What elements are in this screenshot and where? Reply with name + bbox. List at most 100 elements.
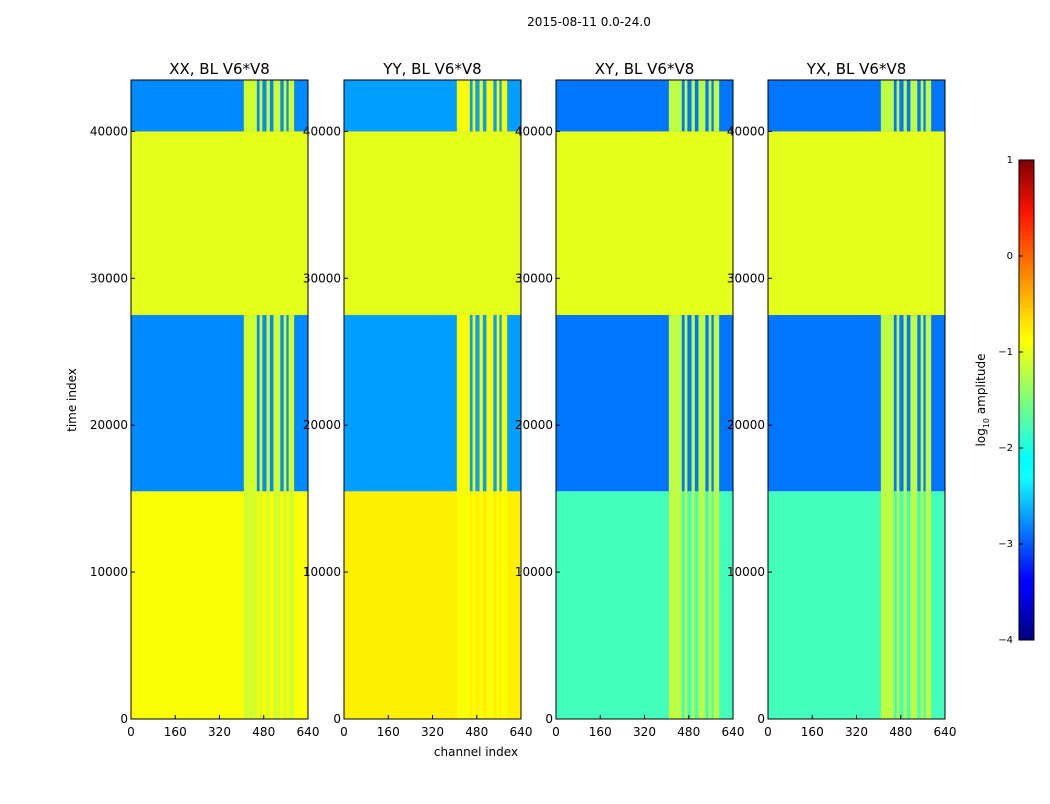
colorbar-tick-label: −3 [998,539,1013,550]
panel-2: YY, BL V6*V8 0 160 320 480 640 0 10000 20000 3000… [303,60,533,739]
heatmap-channel-band [266,80,270,132]
colorbar-tick-label: 0 [1007,251,1013,262]
heatmap-channel-band [691,80,695,132]
heatmap-channel-band [243,80,257,132]
heatmap-channel-band [288,80,295,132]
heatmap-channel-band [456,315,470,719]
y-tick-label: 10000 [303,565,341,579]
x-tick-label: 160 [801,725,824,739]
x-tick-label: 160 [589,725,612,739]
x-tick-label: 480 [465,725,488,739]
heatmap-channel-band [283,315,287,719]
heatmap-channel-band [713,80,720,132]
heatmap-channel-band [472,315,476,719]
heatmap-channel-band [472,80,476,132]
panel-title: YX, BL V6*V8 [806,60,907,78]
x-tick-label: 160 [377,725,400,739]
heatmap-channel-band [920,80,924,132]
heatmap-channel-band [273,80,281,132]
x-tick-label: 320 [208,725,231,739]
heatmap-channel-band [698,315,706,719]
y-tick-label: 10000 [90,565,128,579]
y-axis-label: time index [65,368,79,432]
x-tick-label: 0 [552,725,560,739]
figure-suptitle: 2015-08-11 0.0-24.0 [527,15,651,29]
y-tick-label: 20000 [515,418,553,432]
x-axis-label: channel index [434,745,518,759]
y-tick-label: 20000 [303,418,341,432]
heatmap-channel-band [266,315,270,719]
y-tick-label: 30000 [727,271,765,285]
y-tick-label: 0 [333,712,341,726]
heatmap-channel-band [259,315,263,719]
heatmap-channel-band [925,80,932,132]
colorbar-tick-label: −4 [998,635,1013,646]
panel-title: XY, BL V6*V8 [595,60,695,78]
x-tick-label: 640 [934,725,957,739]
heatmap-channel-band [486,80,494,132]
heatmap-channel-band [925,315,932,719]
y-tick-label: 0 [120,712,128,726]
heatmap-flagged-block [768,131,945,316]
colorbar: 1 0 −1 −2 −3 −4 log10 amplitude [974,155,1035,646]
y-tick-label: 40000 [90,124,128,138]
heatmap-channel-band [880,315,894,719]
heatmap-channel-band [910,315,918,719]
y-tick-label: 40000 [515,124,553,138]
x-tick-label: 320 [845,725,868,739]
y-tick-label: 0 [545,712,553,726]
heatmap-channel-band [708,315,712,719]
heatmap-region-lower [556,491,733,719]
x-tick-label: 640 [297,725,320,739]
x-tick-label: 320 [421,725,444,739]
heatmap-channel-band [903,315,907,719]
heatmap-channel-band [896,315,900,719]
heatmap-channel-band [880,80,894,132]
y-tick-label: 30000 [303,271,341,285]
x-tick-label: 0 [127,725,135,739]
y-tick-label: 30000 [515,271,553,285]
heatmap-channel-band [920,315,924,719]
heatmap-region-lower [344,491,521,719]
panel-1: XX, BL V6*V8 0 160 320 480 640 0 10000 20000 3000… [90,60,320,739]
x-tick-label: 480 [677,725,700,739]
heatmap-channel-band [479,80,483,132]
panel-title: YY, BL V6*V8 [382,60,481,78]
panel-3: XY, BL V6*V8 0 160 320 480 640 0 10000 20000 3000… [515,60,745,739]
colorbar-tick-label: −1 [998,347,1013,358]
heatmap-channel-band [501,80,508,132]
heatmap-channel-band [479,315,483,719]
heatmap-flagged-block [131,131,308,316]
colorbar-gradient [1018,159,1035,641]
heatmap-channel-band [456,80,470,132]
heatmap-channel-band [496,80,500,132]
heatmap-channel-band [259,80,263,132]
heatmap-flagged-block [344,131,521,316]
y-tick-label: 30000 [90,271,128,285]
x-tick-label: 480 [889,725,912,739]
heatmap-channel-band [501,315,508,719]
y-tick-label: 20000 [90,418,128,432]
heatmap-channel-band [910,80,918,132]
heatmap-channel-band [684,315,688,719]
x-tick-label: 640 [510,725,533,739]
x-tick-label: 160 [164,725,187,739]
heatmap-channel-band [691,315,695,719]
x-tick-label: 640 [722,725,745,739]
heatmap-channel-band [903,80,907,132]
heatmap-channel-band [496,315,500,719]
x-tick-label: 0 [340,725,348,739]
heatmap-channel-band [708,80,712,132]
heatmap-channel-band [273,315,281,719]
y-tick-label: 40000 [727,124,765,138]
heatmap-channel-band [684,80,688,132]
heatmap-flagged-block [556,131,733,316]
heatmap-channel-band [896,80,900,132]
colorbar-tick-label: 1 [1007,155,1013,166]
heatmap-region-lower [131,491,308,719]
y-tick-label: 10000 [727,565,765,579]
panel-title: XX, BL V6*V8 [169,60,270,78]
x-tick-label: 320 [633,725,656,739]
heatmap-region-lower [768,491,945,719]
